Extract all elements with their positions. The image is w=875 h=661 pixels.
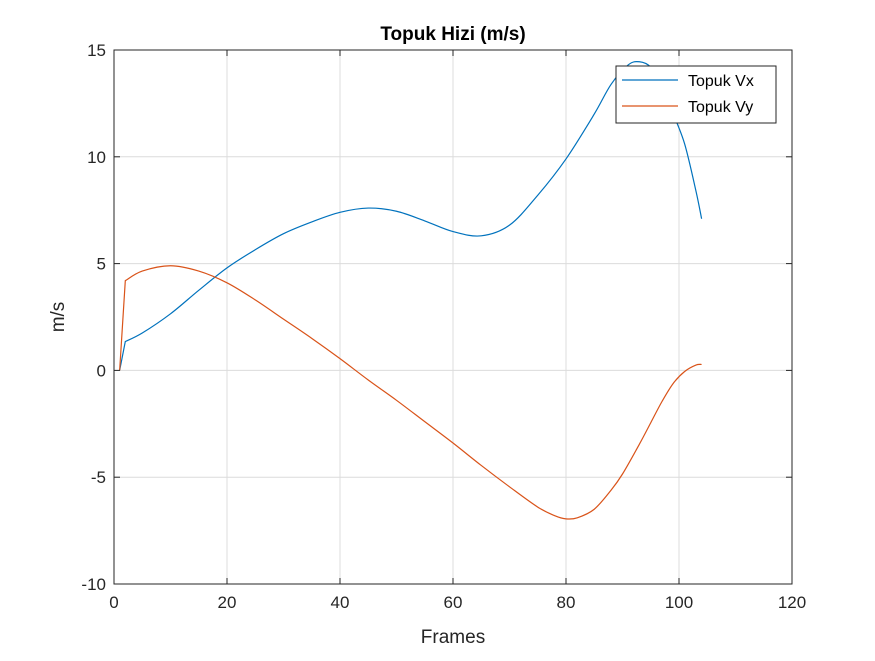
y-tick-label: 0 xyxy=(97,361,106,380)
x-tick-label: 0 xyxy=(109,593,118,612)
legend-label-vx: Topuk Vx xyxy=(688,73,754,90)
x-tick-label: 40 xyxy=(331,593,350,612)
x-tick-label: 20 xyxy=(218,593,237,612)
legend-label-vy: Topuk Vy xyxy=(688,99,753,116)
chart-title: Topuk Hizi (m/s) xyxy=(380,24,525,45)
y-tick-label: -10 xyxy=(81,575,106,594)
x-tick-label: 100 xyxy=(665,593,693,612)
axis-ticks: 0 20 40 60 80 100 120 -10 -5 0 5 10 15 xyxy=(81,41,806,612)
y-axis-label: m/s xyxy=(48,302,69,333)
y-tick-label: -5 xyxy=(91,468,106,487)
y-tick-label: 5 xyxy=(97,255,106,274)
x-axis-label: Frames xyxy=(421,627,485,648)
y-tick-label: 10 xyxy=(87,148,106,167)
x-tick-label: 80 xyxy=(557,593,576,612)
x-tick-label: 120 xyxy=(778,593,806,612)
legend-box xyxy=(615,65,777,124)
x-tick-label: 60 xyxy=(444,593,463,612)
legend: Topuk Vx Topuk Vy xyxy=(615,65,777,124)
series-line-vy xyxy=(119,265,702,520)
y-tick-label: 15 xyxy=(87,41,106,60)
